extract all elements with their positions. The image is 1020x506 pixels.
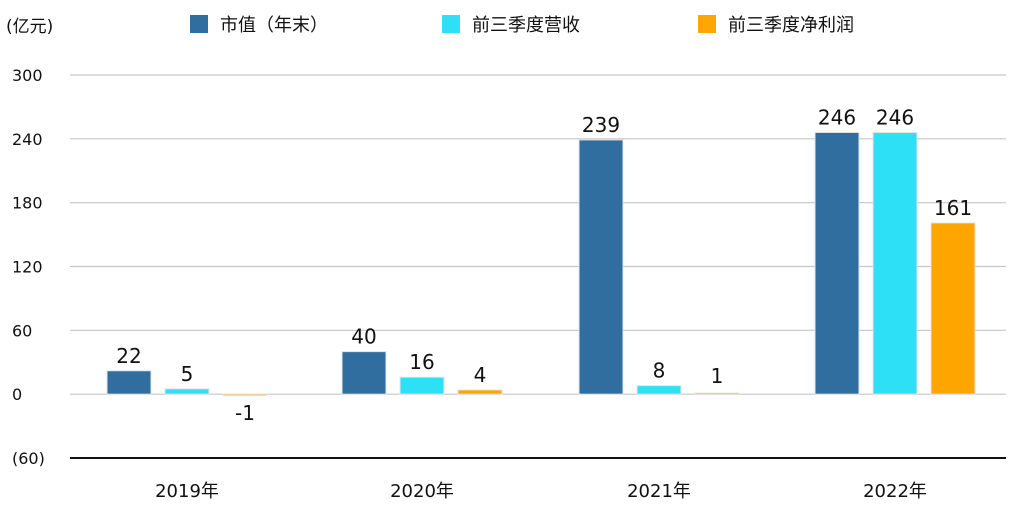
y-tick-label: 300 [12,66,43,85]
y-tick-label: 60 [12,321,32,340]
y-tick-label: (60) [12,449,45,468]
y-tick-label: 120 [12,258,43,277]
bar [694,392,740,396]
data-label: 5 [181,362,194,386]
axes: 300 240 180 120 60 0 (60) 2019年 2020年 2021年 2022年 [12,66,1006,502]
y-tick-label: 240 [12,130,43,149]
data-label: 8 [653,359,666,383]
bar [636,385,682,395]
y-axis-unit-label: (亿元) [6,17,53,37]
bar [457,389,503,395]
data-label: 22 [116,344,141,368]
bar [222,393,268,397]
data-label: 16 [409,350,434,374]
x-tick-label: 2019年 [155,481,219,502]
y-tick-label: 180 [12,194,43,213]
bars [106,131,976,397]
data-label: 239 [582,113,620,137]
bar [164,388,210,395]
bar [814,131,860,395]
legend: 市值（年末） 前三季度营收 前三季度净利润 [190,15,854,36]
data-label: 161 [934,196,972,220]
x-tick-label: 2020年 [390,481,454,502]
legend-label: 前三季度营收 [472,15,580,36]
x-tick-label: 2022年 [863,481,927,502]
legend-swatch [190,15,208,33]
data-label: 1 [711,364,724,388]
bar [872,131,918,395]
data-label: 40 [351,325,376,349]
legend-label: 市值（年末） [220,15,328,36]
legend-label: 前三季度净利润 [728,15,854,36]
legend-swatch [698,15,716,33]
y-tick-label: 0 [12,385,22,404]
bar [930,222,976,395]
data-label: 4 [474,363,487,387]
bar [106,370,152,395]
grid-lines [70,74,1006,395]
data-labels: 22 5 -1 40 16 4 239 8 1 246 246 161 [116,105,972,425]
data-label: 246 [876,105,914,129]
x-tick-label: 2021年 [627,481,691,502]
legend-swatch [442,15,460,33]
data-label: -1 [235,401,255,425]
data-label: 246 [818,105,856,129]
bar [341,351,387,395]
bar [399,376,445,395]
bar [578,139,624,395]
